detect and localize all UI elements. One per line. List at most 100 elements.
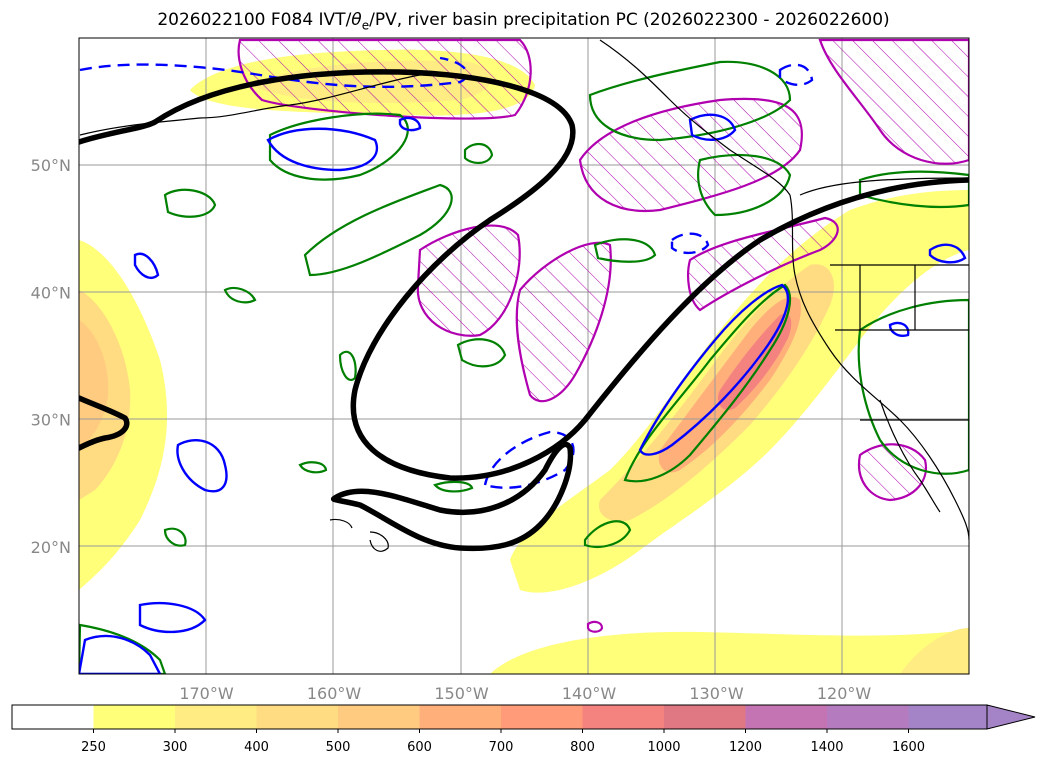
lon-label-4: 130°W [689,684,744,703]
theta-e-dashed-2 [483,430,575,489]
coast-border [799,177,969,196]
precip-contour-16 [433,480,474,493]
precip-contour-15 [298,461,328,474]
theta-subscript: e [361,18,370,33]
lat-label-3: 20°N [31,538,71,557]
colorbar-box-6 [501,705,583,729]
coast-alaska [79,74,421,136]
theta-e-contour-10 [888,321,910,337]
theta-e-dashed-4 [778,63,814,86]
colorbar-box-7 [582,705,664,729]
colorbar-frame [11,704,988,730]
pv-region-baja [857,443,928,502]
pv-region-trough [515,241,612,403]
colorbar-label-7: 1000 [647,740,680,755]
precip-contour-2 [303,183,453,277]
theta-e-contour-4 [138,601,207,634]
theta-e-contour-1 [266,127,379,172]
colorbar-label-3: 500 [326,740,351,755]
pv-contour-main [79,69,969,481]
precip-contour-14 [79,623,167,674]
precip-contour-7 [623,283,792,483]
pv-hatched-regions [237,38,969,633]
precip-contour-18 [858,170,969,209]
colorbar-label-6: 800 [570,740,595,755]
precip-contour-8 [588,60,792,142]
theta-e-contour-6 [688,113,737,141]
theta-symbol: θ [351,10,362,30]
colorbar-label-10: 1600 [892,740,925,755]
coast-baja [879,399,941,513]
ivt-region-southeast [900,628,969,674]
pv-region-ne [578,97,803,212]
precip-contour-10 [857,298,969,475]
colorbar-box-0 [12,705,94,729]
theta-e-contour-9 [398,116,422,132]
coastlines [79,39,969,552]
hawaii [329,518,389,552]
colorbar-box-9 [745,705,827,729]
precip-contour-1 [268,112,409,181]
colorbar-box-4 [338,705,420,729]
ivt-region-south [490,630,969,674]
map-frame [78,37,970,675]
colorbar-box-5 [419,705,501,729]
lat-label-2: 30°N [31,411,71,430]
theta-e-contour-2 [638,283,790,456]
coast-alaska-panhandle [599,39,791,196]
map-area [79,38,969,674]
theta-e-contour-8 [79,634,162,674]
pv-region-small [586,620,604,633]
theta-e-contour-3 [176,438,228,493]
colorbar: 250 300 400 500 600 700 800 1000 1200 1400 1600 [11,704,1036,755]
pv-region-far-ne [818,38,969,165]
colorbar-box-1 [93,705,175,729]
chart-title: 2026022100 F084 IVT/θe/PV, river basin p… [0,10,1047,32]
colorbar-label-4: 600 [407,740,432,755]
theta-e-contour-7 [928,243,967,264]
theta-e-dashed-3 [670,232,710,255]
colorbar-label-9: 1400 [810,740,843,755]
coast-west [789,194,969,541]
colorbar-label-5: 700 [489,740,514,755]
latitude-labels: 50°N 40°N 30°N 20°N [31,156,71,557]
colorbar-label-0: 250 [81,740,106,755]
lon-label-1: 160°W [307,684,362,703]
theta-e-contour-5 [133,252,160,279]
precip-contour-11 [583,520,632,548]
colorbar-box-10 [827,705,909,729]
colorbar-boxes [12,705,990,729]
lon-label-0: 170°W [179,684,234,703]
precip-contour-4 [463,142,494,164]
colorbar-extend-arrow [986,704,1036,730]
longitude-labels: 170°W 160°W 150°W 140°W 130°W 120°W [179,684,871,703]
precip-contour-9 [697,153,792,217]
colorbar-labels: 250 300 400 500 600 700 800 1000 1200 1400 1600 [81,729,925,755]
title-suffix: /PV, river basin precipitation PC (20260… [369,10,890,30]
precip-contour-6 [593,238,657,263]
pv-region-coast [687,216,839,312]
precip-contour-13 [223,286,257,304]
pv-contours [79,69,969,552]
precip-contour-5 [456,338,507,368]
precip-contours [79,60,969,674]
colorbar-box-3 [256,705,338,729]
colorbar-box-8 [664,705,746,729]
ivt-region-west-core [79,320,109,448]
colorbar-label-1: 300 [163,740,188,755]
lon-label-3: 140°W [562,684,617,703]
title-prefix: 2026022100 F084 IVT/ [157,10,352,30]
precip-contour-12 [338,350,357,381]
lon-label-5: 120°W [817,684,872,703]
lon-label-2: 150°W [434,684,489,703]
lat-label-0: 50°N [31,156,71,175]
pv-contour-south [331,441,574,552]
colorbar-box-11 [908,705,990,729]
pv-contour-west [79,395,130,451]
colorbar-label-2: 400 [244,740,269,755]
precip-contour-17 [163,527,187,547]
precip-contour-3 [163,188,217,218]
colorbar-label-8: 1200 [729,740,762,755]
lat-label-1: 40°N [31,283,71,302]
